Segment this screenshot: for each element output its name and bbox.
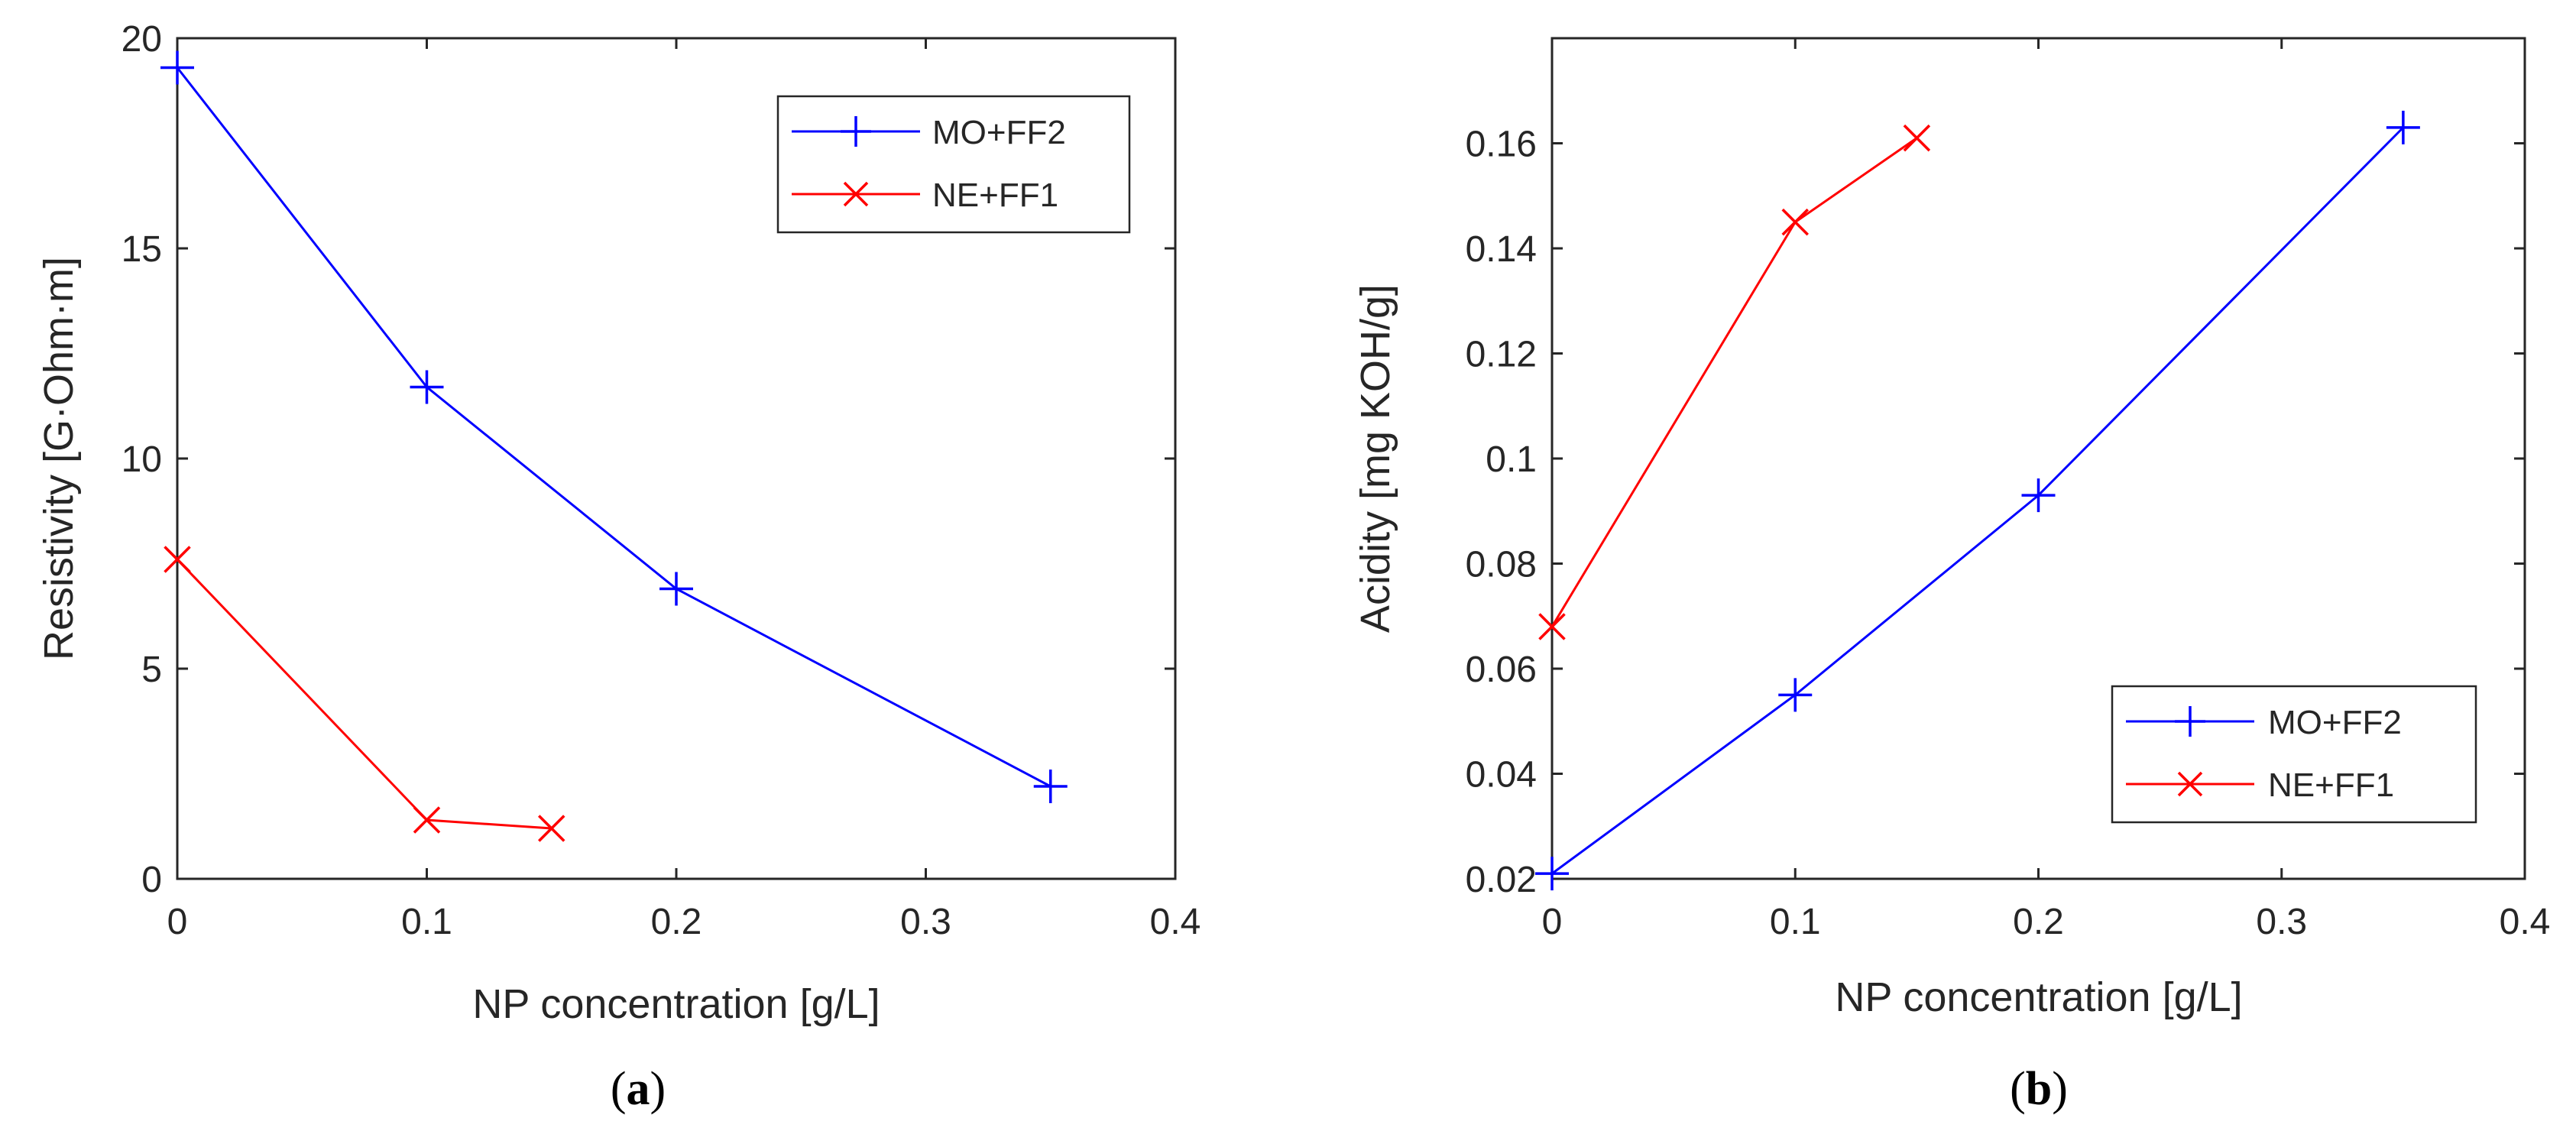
chart-b-x-axis-label: NP concentration [g/L]: [1835, 974, 2242, 1020]
chart-b-y-tick-label: 0.06: [1466, 650, 1537, 690]
chart-a-y-tick-label: 10: [122, 439, 162, 480]
chart-b-series: [1535, 110, 2420, 891]
chart-b-data-point: [1903, 124, 1931, 152]
chart-a-legend-box: [776, 95, 1131, 234]
chart-b-caption-close: ): [2052, 1063, 2068, 1115]
chart-b-ticks: 0 0.1 0.2 0.3 0.4 0.02 0.04 0.06 0.08 0.1 0.12 0.14…: [1466, 38, 2551, 942]
chart-b-legend-marker-1: [2177, 771, 2203, 797]
chart-b-x-tick-label: 0.4: [2500, 902, 2551, 942]
chart-a-caption-open: (: [611, 1063, 627, 1115]
chart-b-legend-ne-label: NE+FF1: [2268, 766, 2394, 804]
chart-b-y-tick-label: 0.12: [1466, 335, 1537, 375]
chart-b-x-tick-label: 0: [1542, 902, 1563, 942]
chart-a-series-line-0: [176, 66, 1051, 788]
chart-a-ticks: 0 0.1 0.2 0.3 0.4 0 5 10 15 20: [122, 19, 1201, 942]
chart-a-x-tick-label: 0.4: [1150, 902, 1201, 942]
chart-b-x-tick-label: 0.2: [2013, 902, 2064, 942]
chart-b-caption-open: (: [2010, 1063, 2026, 1115]
chart-a-y-tick-label: 20: [122, 19, 162, 60]
chart-b-caption-letter: b: [2026, 1063, 2052, 1115]
chart-b-y-tick-label: 0.1: [1486, 439, 1537, 480]
chart-b-y-tick-label: 0.02: [1466, 860, 1537, 900]
chart-b-legend-mo-marker: [2175, 706, 2205, 737]
chart-b-legend: MO+FF2 NE+FF1: [2111, 685, 2477, 824]
chart-a-data-point: [538, 815, 565, 842]
chart-b-y-tick-label: 0.16: [1466, 125, 1537, 165]
chart-b-legend-box: [2111, 685, 2477, 824]
chart-b-y-tick-label: 0.04: [1466, 755, 1537, 796]
chart-b-legend-mo-label: MO+FF2: [2268, 704, 2402, 741]
chart-a-legend-marker-0: [841, 116, 871, 147]
chart-a-legend-mo-label: MO+FF2: [932, 114, 1066, 151]
chart-b-caption: (b): [2010, 1063, 2068, 1115]
chart-a-x-tick-label: 0: [167, 902, 188, 942]
chart-a-legend: MO+FF2 NE+FF1: [776, 95, 1131, 234]
chart-a-legend-mo-marker: [841, 116, 871, 147]
chart-b-y-tick-label: 0.14: [1466, 229, 1537, 270]
chart-b-data-point: [2021, 478, 2056, 513]
chart-b-x-tick-label: 0.3: [2256, 902, 2307, 942]
chart-b-series-line-0: [1551, 126, 2404, 875]
chart-a-x-axis-label: NP concentration [g/L]: [472, 981, 880, 1027]
chart-a-data-point: [413, 806, 441, 834]
chart-a-data-point: [410, 370, 444, 404]
chart-a-data-point: [160, 50, 194, 85]
chart-a-caption: (a): [611, 1063, 666, 1115]
chart-a-y-tick-label: 5: [141, 650, 162, 690]
chart-b-legend-marker-0: [2175, 706, 2205, 737]
chart-b-data-point: [1781, 208, 1809, 236]
chart-b-data-point: [1535, 857, 1569, 891]
chart-b-data-point: [1778, 678, 1813, 712]
chart-a-x-tick-label: 0.1: [401, 902, 452, 942]
chart-a-caption-letter: a: [627, 1063, 650, 1115]
chart-a-caption-close: ): [650, 1063, 666, 1115]
chart-a-legend-ne-label: NE+FF1: [932, 177, 1058, 214]
chart-a-x-tick-label: 0.2: [651, 902, 702, 942]
chart-a-data-point: [1033, 770, 1068, 803]
chart-a-y-axis-label: Resistivity [G·Ohm·m]: [36, 257, 82, 660]
chart-b-data-point: [2386, 110, 2420, 144]
chart-b-data-point: [1538, 613, 1566, 640]
chart-b-y-axis-label: Acidity [mg KOH/g]: [1353, 284, 1398, 633]
chart-a: 0 0.1 0.2 0.3 0.4 0 5 10 15 20 NP concentration […: [36, 19, 1201, 1115]
chart-a-legend-marker-1: [843, 181, 869, 207]
chart-b-y-tick-label: 0.08: [1466, 545, 1537, 585]
chart-b: 0 0.1 0.2 0.3 0.4 0.02 0.04 0.06 0.08 0.1 0.12 0.14…: [1353, 37, 2551, 1115]
chart-a-x-tick-label: 0.3: [900, 902, 951, 942]
chart-b-legend-ne-marker: [2177, 771, 2203, 797]
chart-a-data-point: [659, 572, 693, 606]
chart-b-x-tick-label: 0.1: [1770, 902, 1821, 942]
chart-a-data-point: [164, 546, 191, 573]
chart-a-y-tick-label: 15: [122, 229, 162, 270]
chart-a-y-tick-label: 0: [141, 860, 162, 900]
chart-a-series: [160, 50, 1068, 842]
chart-a-legend-ne-marker: [843, 181, 869, 207]
